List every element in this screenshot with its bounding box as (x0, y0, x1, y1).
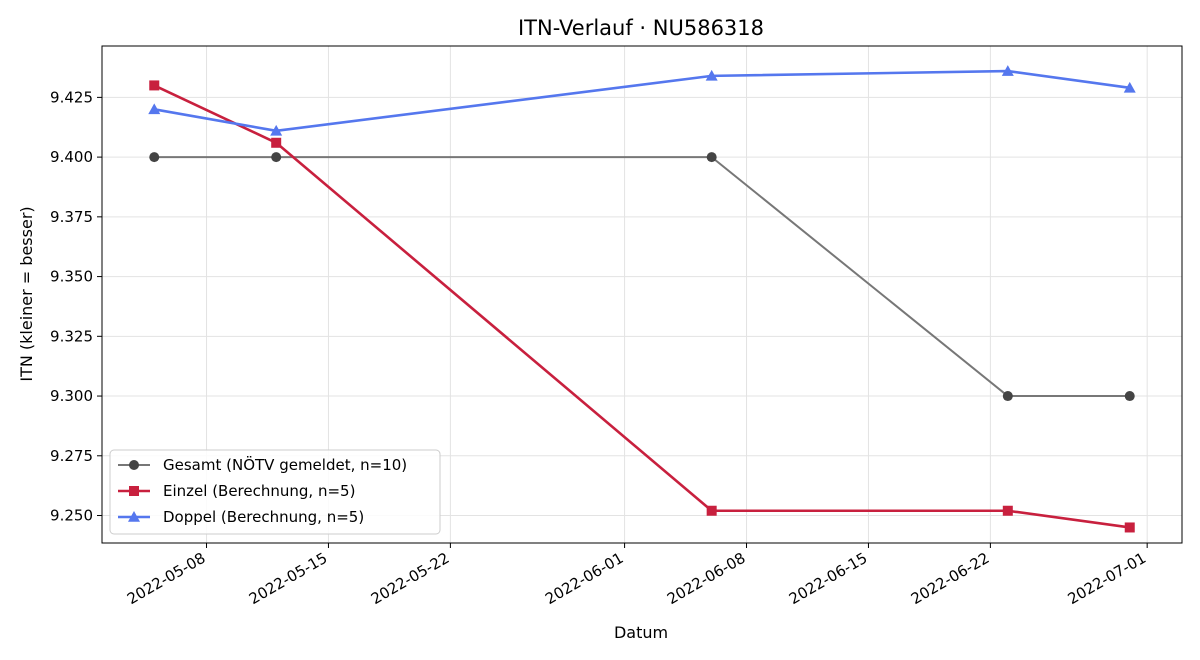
series-1 (149, 152, 1135, 402)
data-point (1002, 391, 1013, 402)
y-tick-label: 9.400 (50, 148, 93, 166)
legend-marker (129, 460, 139, 470)
data-point (706, 152, 717, 163)
legend-label: Gesamt (NÖTV gemeldet, n=10) (163, 455, 407, 474)
data-point (271, 137, 282, 148)
data-point (706, 505, 717, 516)
grid (102, 46, 1182, 543)
legend-marker (128, 511, 140, 522)
chart-title: ITN-Verlauf · NU586318 (518, 16, 764, 40)
plot-frame (101, 45, 1183, 544)
legend-label: Doppel (Berechnung, n=5) (163, 508, 364, 526)
legend-entry: Gesamt (NÖTV gemeldet, n=10) (118, 455, 407, 474)
x-tick-label: 2022-06-08 (664, 549, 749, 608)
x-tick-label: 2022-06-15 (786, 549, 871, 608)
data-point (1123, 81, 1136, 93)
data-point (1124, 391, 1135, 402)
legend: Gesamt (NÖTV gemeldet, n=10) Einzel (Bere… (109, 449, 441, 535)
data-point (1001, 65, 1014, 76)
data-point (1002, 505, 1013, 516)
series-line (154, 69, 1130, 133)
data-point (270, 124, 283, 136)
data-point (148, 103, 161, 115)
data-point (1124, 522, 1135, 533)
y-tick-label: 9.300 (50, 387, 93, 405)
y-tick-label: 9.250 (50, 507, 93, 525)
legend-entry: Einzel (Berechnung, n=5) (118, 482, 355, 500)
data-point (271, 152, 282, 163)
series-3 (148, 65, 1136, 136)
data-point (705, 69, 718, 81)
y-tick-label: 9.350 (50, 268, 93, 286)
x-tick-label: 2022-05-15 (246, 549, 331, 608)
y-axis-label: ITN (kleiner = besser) (17, 206, 36, 381)
x-axis-label: Datum (614, 623, 668, 642)
data-point (149, 80, 160, 91)
x-tick-label: 2022-07-01 (1065, 549, 1150, 608)
legend-box (109, 449, 441, 535)
legend-marker (129, 486, 139, 496)
legend-entry: Doppel (Berechnung, n=5) (118, 508, 364, 526)
x-tick-label: 2022-06-22 (908, 549, 993, 608)
x-tick-label: 2022-05-08 (124, 549, 209, 608)
y-tick-label: 9.375 (50, 208, 93, 226)
y-axis: 9.250 9.275 9.300 9.325 9.350 9.375 9.400 9.425 (50, 88, 102, 525)
x-tick-label: 2022-05-22 (368, 549, 453, 608)
legend-label: Einzel (Berechnung, n=5) (163, 482, 355, 500)
y-tick-label: 9.325 (50, 327, 93, 345)
y-tick-label: 9.425 (50, 88, 93, 106)
x-axis: 2022-05-08 2022-05-15 2022-05-22 2022-06-01… (124, 543, 1149, 608)
series-layer (148, 65, 1136, 533)
data-point (149, 152, 160, 163)
y-tick-label: 9.275 (50, 447, 93, 465)
x-tick-label: 2022-06-01 (542, 549, 627, 608)
